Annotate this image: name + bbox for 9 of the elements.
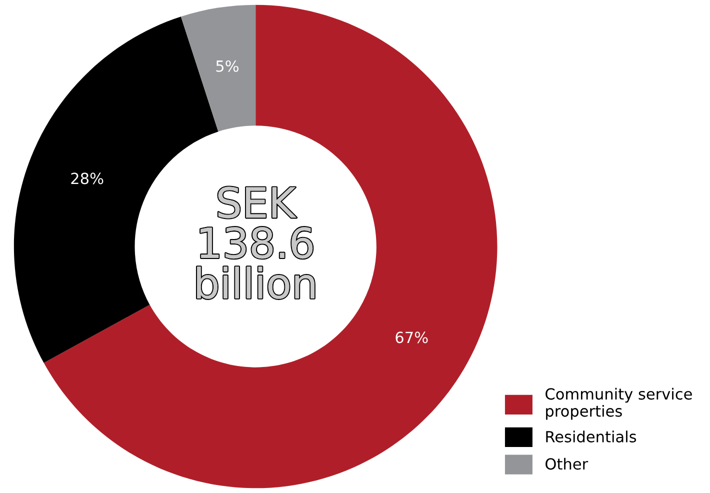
legend-label: Residentials xyxy=(546,430,636,442)
text: SEK 138.6 billion xyxy=(197,186,314,299)
data-label: 28% xyxy=(71,172,104,184)
donut-slice xyxy=(44,4,498,488)
legend-label: Other xyxy=(546,458,588,470)
donut-slice xyxy=(180,4,256,132)
legend-label: Community service properties xyxy=(546,388,692,420)
data-label: 67% xyxy=(396,332,428,344)
data-label: 5% xyxy=(216,60,239,72)
